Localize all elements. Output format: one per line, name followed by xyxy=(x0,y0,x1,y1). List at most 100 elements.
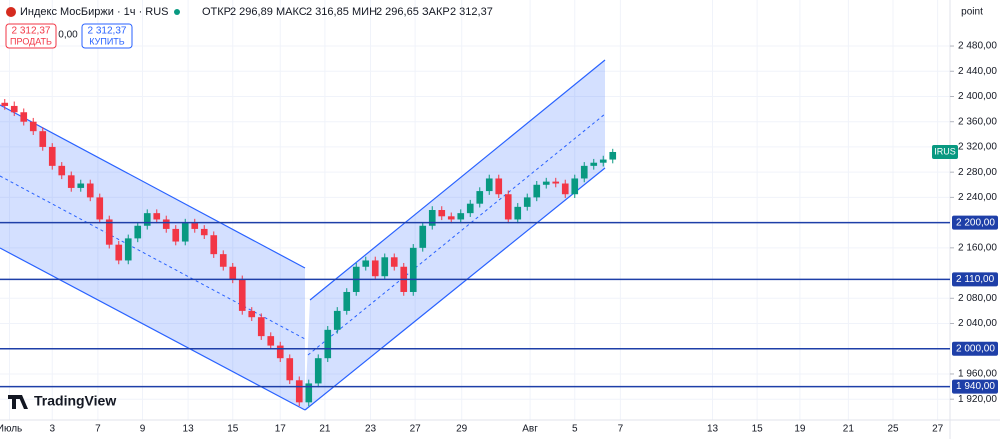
candle-body xyxy=(1,102,9,106)
y-tick-label: 2 440,00 xyxy=(958,66,997,77)
ohlc-value: 2 316,85 xyxy=(306,6,349,18)
candle-body xyxy=(143,213,151,226)
desc-channel xyxy=(0,105,305,410)
x-tick-label: 17 xyxy=(275,424,287,435)
candle-body xyxy=(124,238,132,261)
level-badge xyxy=(952,341,998,356)
candle-body xyxy=(286,358,294,381)
ohlc-value: 2 312,37 xyxy=(450,6,493,18)
buy-price: 2 312,37 xyxy=(88,26,127,37)
candle-body xyxy=(48,146,56,166)
level-badge xyxy=(952,215,998,230)
candle-body xyxy=(542,181,550,185)
candle-body xyxy=(162,219,170,229)
symbol-title: Индекс МосБиржи · 1ч · RUS xyxy=(20,6,169,18)
candle-body xyxy=(10,105,18,113)
candle-body xyxy=(580,165,588,179)
ohlc-value: 2 296,89 xyxy=(230,6,273,18)
y-tick-label: 1 920,00 xyxy=(958,394,997,405)
flag xyxy=(6,7,16,17)
candle-body xyxy=(305,383,313,403)
candle-body xyxy=(571,178,579,195)
x-tick-label: 23 xyxy=(365,424,377,435)
plot xyxy=(1,99,617,407)
symbol-badge: IRUS xyxy=(934,146,956,156)
spread: 0,00 xyxy=(58,30,78,41)
level-label: 1 940,00 xyxy=(956,381,995,392)
candle-body xyxy=(390,257,398,267)
ohlc-name: МИН xyxy=(352,6,377,18)
y-tick-label: 2 080,00 xyxy=(958,293,997,304)
candle-body xyxy=(590,162,598,166)
level-label: 2 110,00 xyxy=(956,274,995,285)
brand: TradingView xyxy=(34,393,116,409)
sell-label: ПРОДАТЬ xyxy=(10,36,52,46)
candle-body xyxy=(333,310,341,330)
symbol-badge-bg xyxy=(932,144,958,159)
x-tick-label: 21 xyxy=(319,424,331,435)
candle-body xyxy=(381,257,389,277)
candle-body xyxy=(210,235,218,255)
candle-body xyxy=(362,260,370,267)
buy-button[interactable] xyxy=(81,23,133,49)
x-tick-label: 25 xyxy=(887,424,899,435)
channel-mid xyxy=(307,113,606,356)
candle-body xyxy=(552,181,560,184)
candle-body xyxy=(267,336,275,346)
candle-body xyxy=(86,183,94,198)
candle-body xyxy=(514,206,522,220)
candle-body xyxy=(29,121,37,132)
candle-body xyxy=(438,210,446,217)
candle-body xyxy=(428,210,436,226)
x-tick-label: 5 xyxy=(572,424,578,435)
axis-unit: point xyxy=(961,7,983,18)
level-label: 2 200,00 xyxy=(956,217,995,228)
candle-body xyxy=(561,183,569,195)
candle-body xyxy=(191,222,199,229)
x-tick-label: 9 xyxy=(140,424,146,435)
candle-body xyxy=(67,175,75,188)
candle-body xyxy=(39,131,47,147)
candle-body xyxy=(96,197,104,220)
candle-body xyxy=(343,291,351,311)
x-tick-label: 15 xyxy=(227,424,239,435)
candle-body xyxy=(476,191,484,204)
x-tick-label: Авг xyxy=(522,424,538,435)
candle-body xyxy=(371,260,379,277)
x-tick-label: 3 xyxy=(49,424,55,435)
level-badge xyxy=(952,379,998,394)
y-tick-label: 2 240,00 xyxy=(958,192,997,203)
y-tick-label: 2 400,00 xyxy=(958,91,997,102)
ohlc-value: 2 296,65 xyxy=(376,6,419,18)
candle-body xyxy=(409,247,417,292)
x-tick-label: 19 xyxy=(794,424,806,435)
x-tick-label: 21 xyxy=(843,424,855,435)
candle-body xyxy=(115,244,123,261)
y-tick-label: 2 040,00 xyxy=(958,318,997,329)
candle-body xyxy=(238,279,246,311)
y-tick-label: 2 160,00 xyxy=(958,242,997,253)
candle-body xyxy=(295,380,303,403)
candle-body xyxy=(324,329,332,359)
candle-body xyxy=(276,345,284,359)
x-tick-label: 29 xyxy=(456,424,468,435)
candle-body xyxy=(229,266,237,280)
candle-body xyxy=(248,310,256,318)
channel-line xyxy=(0,247,306,411)
ohlc-name: ОТКР xyxy=(202,6,231,18)
channel-line xyxy=(0,104,306,269)
candle-body xyxy=(153,213,161,220)
candle-body xyxy=(58,165,66,176)
candle-body xyxy=(181,222,189,242)
x-tick-label: 27 xyxy=(932,424,944,435)
x-tick-label: 7 xyxy=(95,424,101,435)
buy-label: КУПИТЬ xyxy=(89,36,124,46)
asc-channel xyxy=(305,60,605,410)
candle-body xyxy=(172,228,180,242)
ohlc-name: МАКС xyxy=(276,6,307,18)
sell-button[interactable] xyxy=(5,23,57,49)
y-tick-label: 1 960,00 xyxy=(958,369,997,380)
candle-body xyxy=(257,317,265,337)
candle-body xyxy=(219,254,227,267)
